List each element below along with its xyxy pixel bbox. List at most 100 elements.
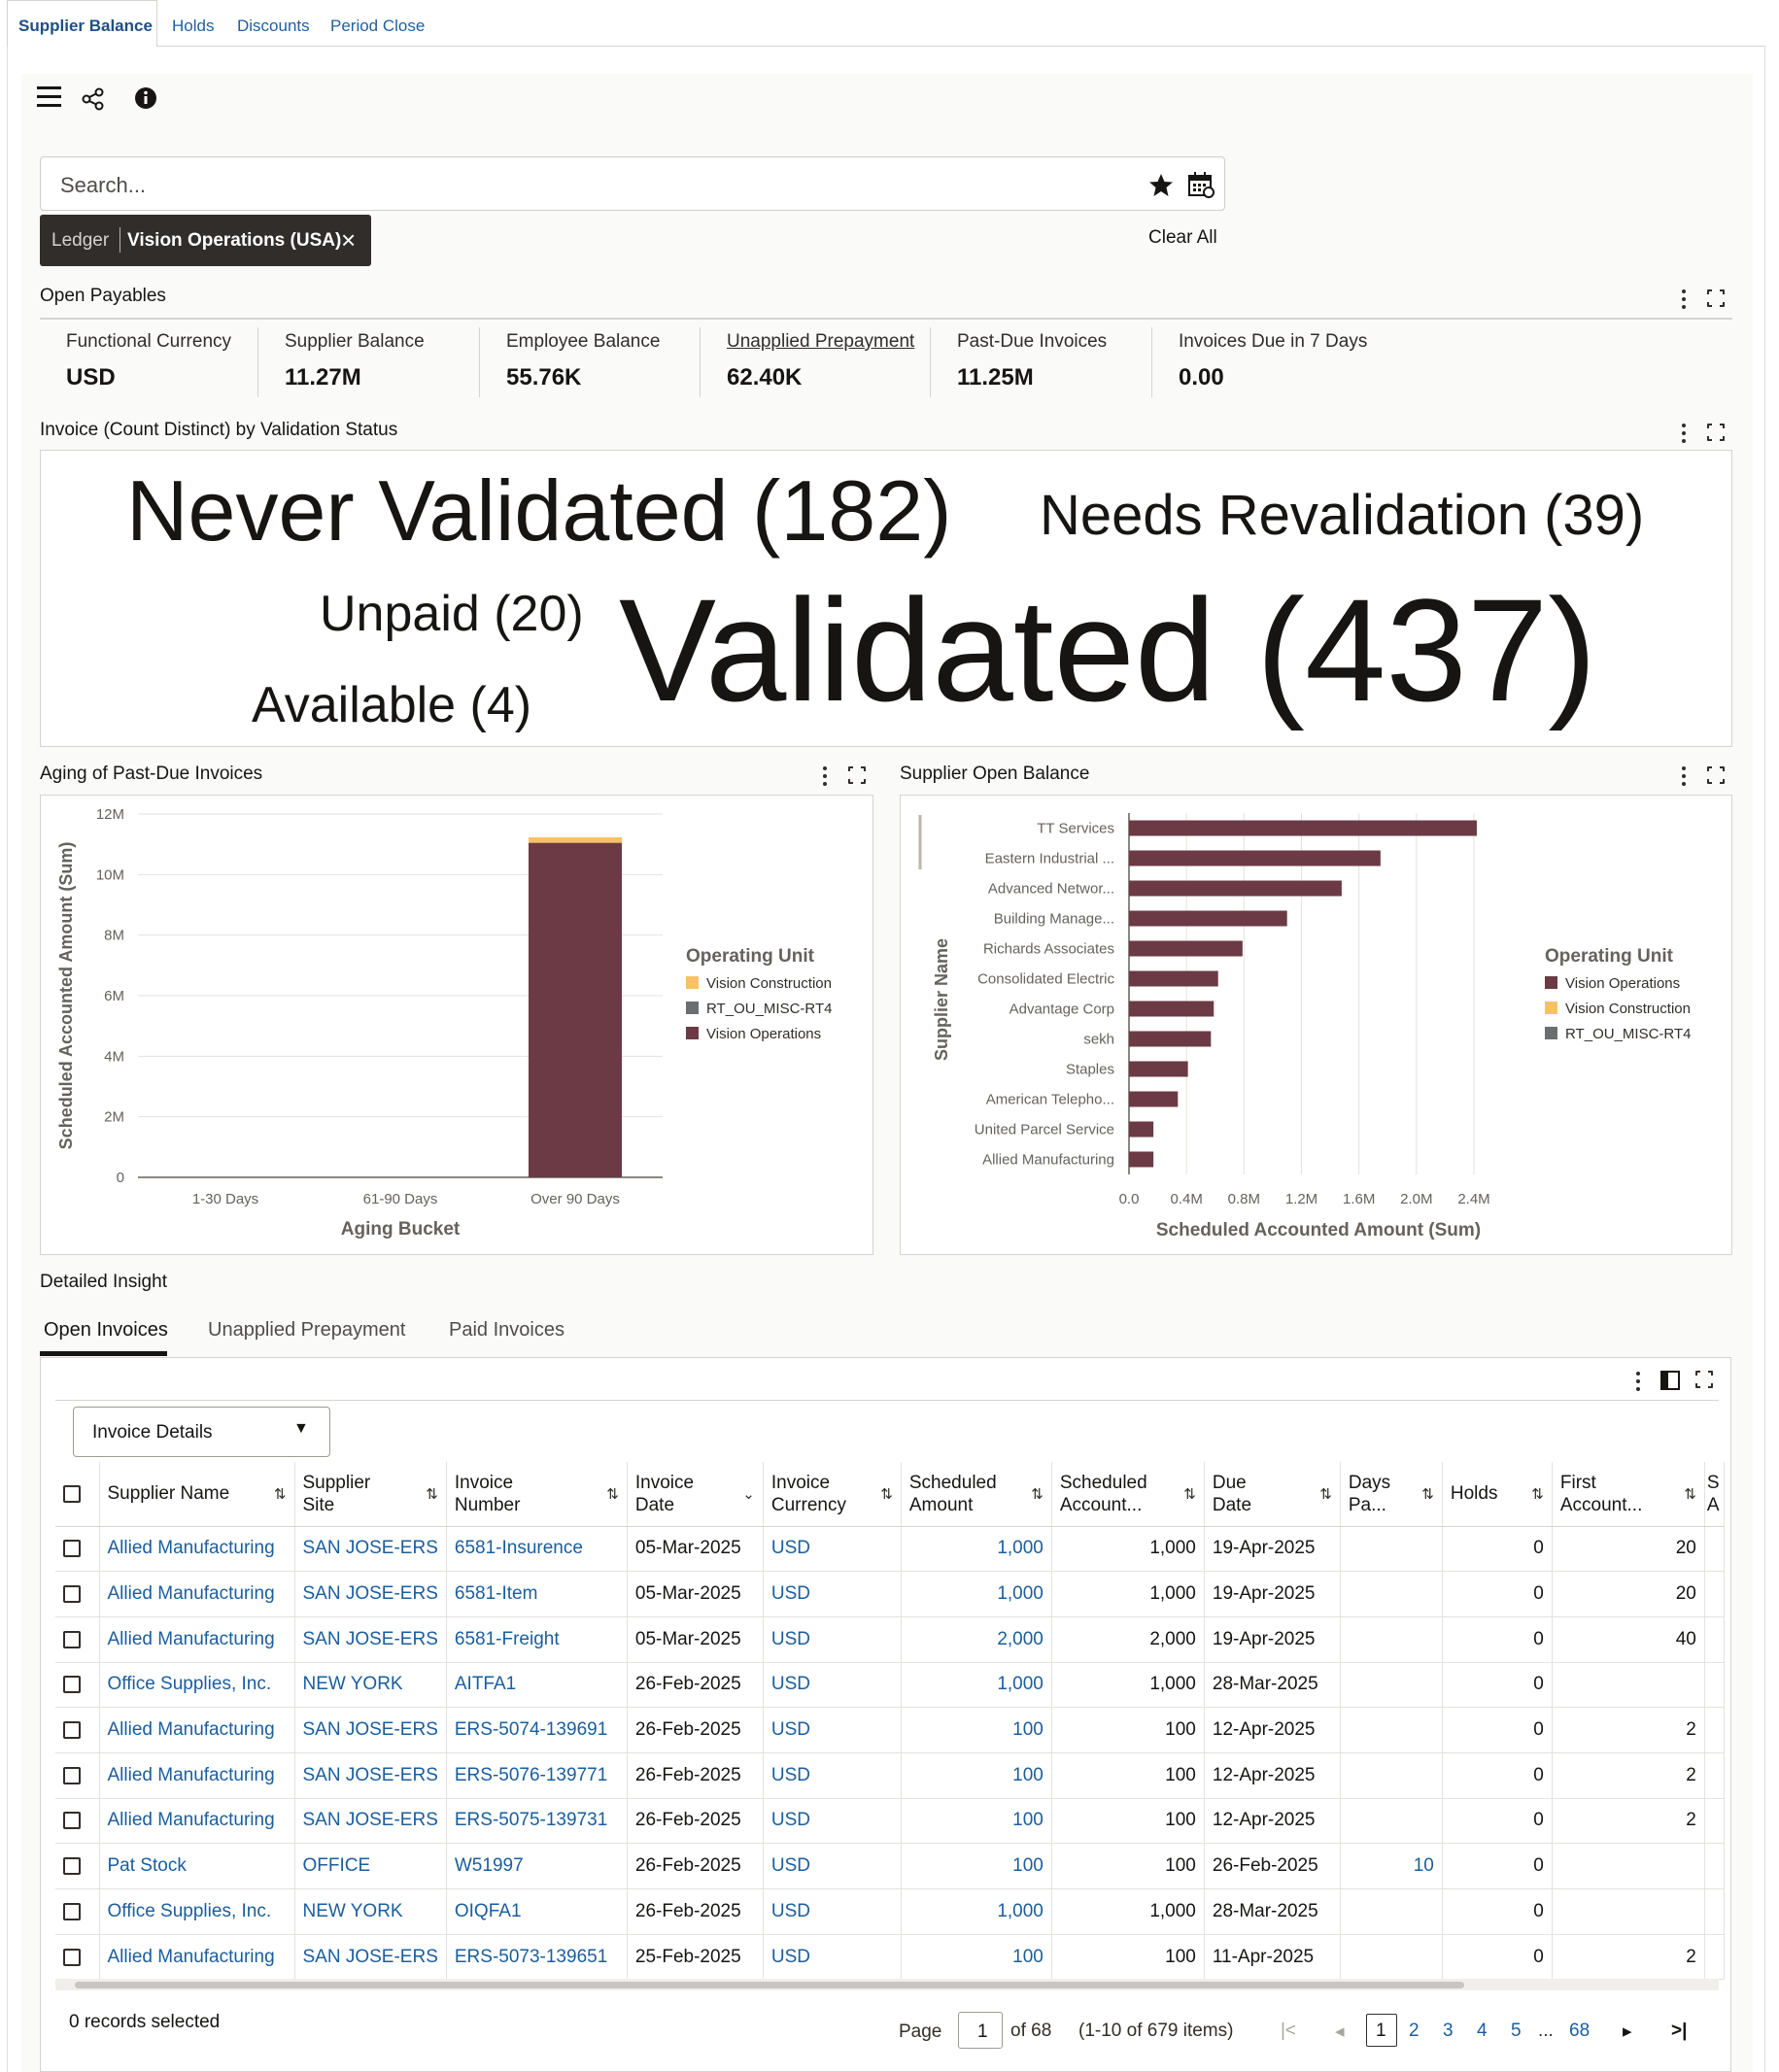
cell-invoice-number[interactable]: ERS-5074-139691 <box>446 1707 628 1753</box>
cell-scheduled-amount[interactable]: 1,000 <box>901 1526 1052 1573</box>
col-holds[interactable]: Holds ⇅ <box>1442 1462 1553 1527</box>
tab-discounts[interactable]: Discounts <box>237 17 310 35</box>
tab-unapplied-prepayment[interactable]: Unapplied Prepayment <box>208 1319 406 1341</box>
table-row[interactable]: Allied Manufacturing SAN JOSE-ERS 6581-Ins… <box>55 1526 1725 1573</box>
col-truncated[interactable]: S A <box>1704 1462 1725 1527</box>
cell-scheduled-amount[interactable]: 100 <box>901 1752 1052 1799</box>
cell-invoice-currency[interactable]: USD <box>763 1616 902 1663</box>
cell-supplier-name[interactable]: Allied Manufacturing <box>99 1616 295 1663</box>
cell-invoice-number[interactable]: 6581-Insurence <box>446 1526 628 1573</box>
row-checkbox[interactable] <box>55 1616 100 1663</box>
cell-supplier-name[interactable]: Allied Manufacturing <box>99 1526 295 1573</box>
cell-supplier-site[interactable]: SAN JOSE-ERS <box>294 1707 447 1753</box>
column-panel-icon[interactable] <box>1660 1371 1680 1390</box>
cell-supplier-site[interactable]: SAN JOSE-ERS <box>294 1571 447 1617</box>
row-checkbox[interactable] <box>55 1662 100 1709</box>
cell-supplier-name[interactable]: Pat Stock <box>99 1843 295 1889</box>
cell-invoice-number[interactable]: 6581-Item <box>446 1571 628 1617</box>
open-payables-maximize-icon[interactable] <box>1706 289 1726 308</box>
page-link-4[interactable]: 4 <box>1477 2021 1488 2041</box>
cell-supplier-name[interactable]: Allied Manufacturing <box>99 1752 295 1799</box>
tag-needs-revalidation[interactable]: Needs Revalidation (39) <box>1040 484 1645 547</box>
col-invoice-currency[interactable]: Invoice Currency ⇅ <box>763 1462 902 1527</box>
col-first-accounted[interactable]: First Account... ⇅ <box>1552 1462 1705 1527</box>
cell-scheduled-amount[interactable]: 1,000 <box>901 1888 1052 1935</box>
cell-scheduled-amount[interactable]: 1,000 <box>901 1571 1052 1617</box>
cell-supplier-site[interactable]: NEW YORK <box>294 1888 447 1935</box>
cell-invoice-currency[interactable]: USD <box>763 1707 902 1753</box>
ledger-filter-chip[interactable]: Ledger Vision Operations (USA) × <box>40 215 371 266</box>
page-link-3[interactable]: 3 <box>1443 2021 1454 2041</box>
cell-invoice-currency[interactable]: USD <box>763 1843 902 1889</box>
cell-invoice-currency[interactable]: USD <box>763 1888 902 1935</box>
table-row[interactable]: Office Supplies, Inc. NEW YORK OIQFA1 26-Fe… <box>55 1888 1725 1935</box>
cell-invoice-currency[interactable]: USD <box>763 1526 902 1573</box>
kpi-unapplied-prepayment[interactable]: Unapplied Prepayment 62.40K <box>701 320 931 402</box>
cell-supplier-name[interactable]: Allied Manufacturing <box>99 1798 295 1845</box>
row-checkbox[interactable] <box>55 1798 100 1845</box>
kpi-past-due-invoices[interactable]: Past-Due Invoices 11.25M <box>931 320 1152 402</box>
kpi-label-link[interactable]: Unapplied Prepayment <box>727 331 915 352</box>
tab-paid-invoices[interactable]: Paid Invoices <box>449 1319 564 1341</box>
info-icon[interactable] <box>134 86 157 110</box>
cell-scheduled-amount[interactable]: 100 <box>901 1707 1052 1753</box>
col-invoice-date[interactable]: Invoice Date ⌄ <box>627 1462 764 1527</box>
tab-holds[interactable]: Holds <box>172 17 215 35</box>
row-checkbox[interactable] <box>55 1752 100 1799</box>
aging-menu-icon[interactable] <box>823 766 827 786</box>
cell-supplier-name[interactable]: Office Supplies, Inc. <box>99 1662 295 1709</box>
horizontal-scrollbar[interactable] <box>55 1979 1719 1990</box>
previous-page-icon[interactable]: ◂ <box>1335 2021 1345 2042</box>
select-all-checkbox[interactable] <box>55 1462 100 1527</box>
open-payables-menu-icon[interactable] <box>1682 289 1686 309</box>
page-link-5[interactable]: 5 <box>1511 2021 1522 2041</box>
validation-menu-icon[interactable] <box>1682 424 1686 443</box>
table-row[interactable]: Office Supplies, Inc. NEW YORK AITFA1 26-Fe… <box>55 1662 1725 1709</box>
cell-scheduled-amount[interactable]: 1,000 <box>901 1662 1052 1709</box>
cell-supplier-name[interactable]: Allied Manufacturing <box>99 1571 295 1617</box>
row-checkbox[interactable] <box>55 1526 100 1573</box>
cell-invoice-number[interactable]: ERS-5075-139731 <box>446 1798 628 1845</box>
col-supplier-name[interactable]: Supplier Name ⇅ <box>99 1462 295 1527</box>
cell-scheduled-amount[interactable]: 100 <box>901 1798 1052 1845</box>
row-checkbox[interactable] <box>55 1843 100 1889</box>
cell-supplier-site[interactable]: SAN JOSE-ERS <box>294 1934 447 1981</box>
current-page-box[interactable] <box>1366 2014 1397 2047</box>
cell-invoice-number[interactable]: ERS-5073-139651 <box>446 1934 628 1981</box>
calendar-icon[interactable] <box>1187 171 1215 198</box>
page-link-2[interactable]: 2 <box>1409 2021 1420 2041</box>
grid-menu-icon[interactable] <box>1636 1372 1640 1391</box>
cell-scheduled-amount[interactable]: 2,000 <box>901 1616 1052 1663</box>
table-row[interactable]: Allied Manufacturing SAN JOSE-ERS ERS-5074… <box>55 1707 1725 1753</box>
cell-invoice-currency[interactable]: USD <box>763 1571 902 1617</box>
cell-supplier-site[interactable]: NEW YORK <box>294 1662 447 1709</box>
cell-invoice-number[interactable]: W51997 <box>446 1843 628 1889</box>
clear-all-button[interactable]: Clear All <box>1148 227 1217 248</box>
col-supplier-site[interactable]: Supplier Site ⇅ <box>294 1462 447 1527</box>
cell-supplier-name[interactable]: Allied Manufacturing <box>99 1707 295 1753</box>
tab-supplier-balance[interactable]: Supplier Balance <box>18 17 153 35</box>
kpi-supplier-balance[interactable]: Supplier Balance 11.27M <box>258 320 480 402</box>
page-link-1[interactable]: 1 <box>1376 2021 1386 2041</box>
table-row[interactable]: Pat Stock OFFICE W51997 26-Feb-2025 USD 100 10… <box>55 1843 1725 1889</box>
search-bar[interactable]: Search... <box>40 156 1225 211</box>
remove-filter-icon[interactable]: × <box>341 225 357 255</box>
cell-invoice-currency[interactable]: USD <box>763 1798 902 1845</box>
tag-available[interactable]: Available (4) <box>252 677 532 733</box>
col-days-past[interactable]: Days Pa... ⇅ <box>1340 1462 1443 1527</box>
cell-supplier-site[interactable]: SAN JOSE-ERS <box>294 1616 447 1663</box>
page-link-68[interactable]: 68 <box>1569 2021 1591 2041</box>
cell-invoice-number[interactable]: 6581-Freight <box>446 1616 628 1663</box>
supplier-menu-icon[interactable] <box>1682 766 1686 786</box>
cell-scheduled-amount[interactable]: 100 <box>901 1934 1052 1981</box>
col-due-date[interactable]: Due Date ⇅ <box>1204 1462 1341 1527</box>
cell-scheduled-amount[interactable]: 100 <box>901 1843 1052 1889</box>
first-page-icon[interactable]: |< <box>1281 2021 1297 2041</box>
star-icon[interactable] <box>1148 173 1174 198</box>
search-input[interactable]: Search... <box>60 173 147 197</box>
cell-invoice-currency[interactable]: USD <box>763 1752 902 1799</box>
cell-invoice-number[interactable]: OIQFA1 <box>446 1888 628 1935</box>
tab-period-close[interactable]: Period Close <box>330 17 426 35</box>
page-number-input[interactable]: 1 <box>958 2012 1003 2049</box>
cell-supplier-site[interactable]: SAN JOSE-ERS <box>294 1798 447 1845</box>
